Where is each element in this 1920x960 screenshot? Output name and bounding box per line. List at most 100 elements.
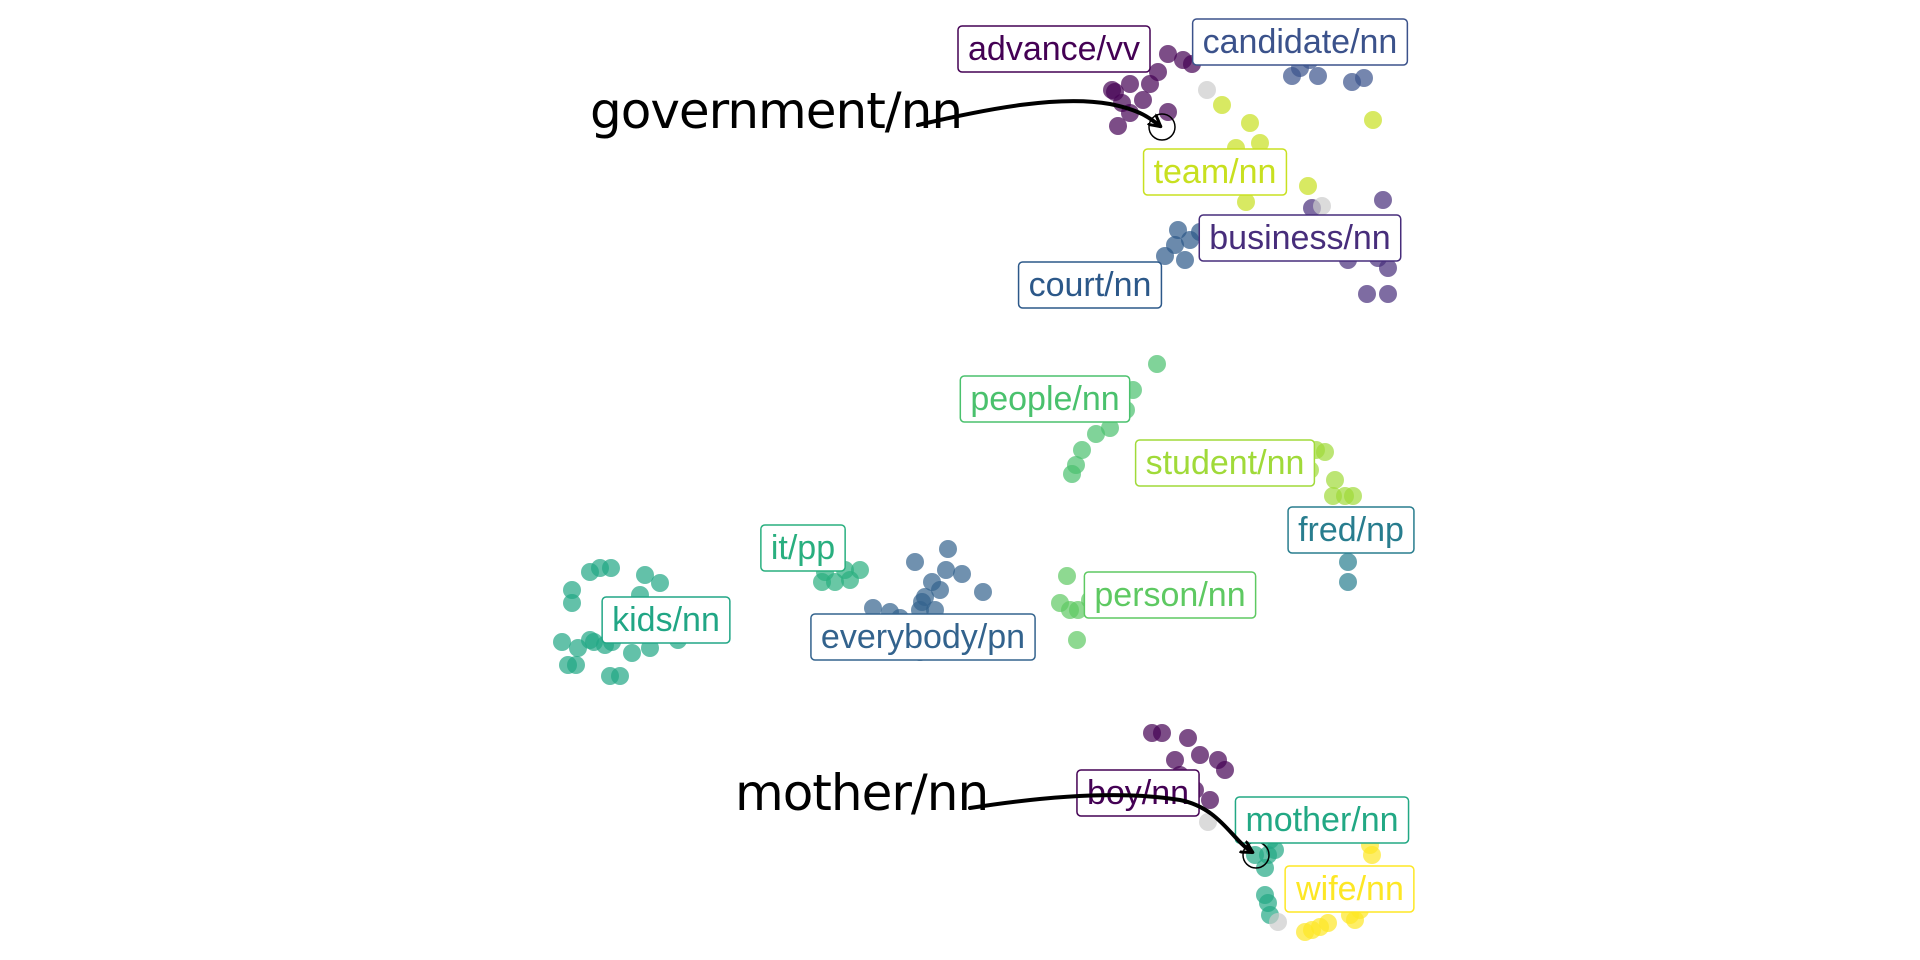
- label-text: person/nn: [1094, 576, 1245, 614]
- label-text: it/pp: [771, 529, 835, 567]
- annotations-layer: government/nn mother/nn: [590, 82, 1252, 852]
- data-point: [974, 583, 992, 601]
- annotation-government: government/nn: [590, 82, 962, 140]
- label-box: [1142, 148, 1288, 196]
- data-point: [953, 565, 971, 583]
- data-point: [1269, 913, 1287, 931]
- data-point: [1069, 601, 1087, 619]
- data-point: [931, 581, 949, 599]
- data-point: [1256, 859, 1274, 877]
- data-point: [1256, 886, 1274, 904]
- data-point: [611, 667, 629, 685]
- data-point: [1176, 251, 1194, 269]
- data-point: [1101, 419, 1119, 437]
- annotation-arrow-mother: [968, 793, 1252, 852]
- label-text: advance/vv: [968, 30, 1140, 68]
- label-everybody-pn: everybody/pn: [810, 613, 1036, 661]
- label-box: [959, 375, 1131, 423]
- label-text: mother/nn: [1245, 801, 1398, 839]
- data-point: [939, 540, 957, 558]
- labels-layer: advance/vv candidate/nn team/nn business/nn…: [601, 18, 1415, 913]
- label-box: [1287, 506, 1415, 554]
- data-point: [1087, 425, 1105, 443]
- data-point: [1179, 729, 1197, 747]
- data-point: [1121, 75, 1139, 93]
- label-people-nn: people/nn: [959, 375, 1131, 423]
- data-point: [1153, 724, 1171, 742]
- cluster-mother-nn: [1246, 831, 1284, 924]
- data-point: [1058, 567, 1076, 585]
- label-mother-nn: mother/nn: [1234, 796, 1410, 844]
- label-text: team/nn: [1154, 153, 1277, 191]
- data-point: [1169, 221, 1187, 239]
- label-it-pp: it/pp: [760, 524, 846, 572]
- data-point: [651, 574, 669, 592]
- data-point: [1073, 441, 1091, 459]
- label-text: kids/nn: [612, 601, 720, 639]
- data-point: [1241, 114, 1259, 132]
- data-point: [1344, 487, 1362, 505]
- label-box: [1017, 261, 1163, 309]
- label-boy-nn: boy/nn: [1076, 769, 1200, 817]
- data-point: [1191, 746, 1209, 764]
- label-box: [1076, 769, 1200, 817]
- data-point: [1309, 67, 1327, 85]
- data-point: [1166, 751, 1184, 769]
- label-text: candidate/nn: [1203, 23, 1398, 61]
- data-point: [1364, 111, 1382, 129]
- data-point: [1148, 355, 1166, 373]
- data-point: [1159, 45, 1177, 63]
- data-point: [581, 631, 599, 649]
- label-box: [1083, 571, 1257, 619]
- label-team-nn: team/nn: [1142, 148, 1288, 196]
- data-point: [864, 599, 882, 617]
- label-wife-nn: wife/nn: [1284, 865, 1415, 913]
- label-box: [760, 524, 846, 572]
- data-point: [1166, 236, 1184, 254]
- annotation-arrow-government: [916, 99, 1160, 126]
- label-student-nn: student/nn: [1134, 439, 1316, 487]
- data-point: [602, 559, 620, 577]
- label-box: [601, 596, 731, 644]
- label-box: [1284, 865, 1415, 913]
- data-point: [1199, 813, 1217, 831]
- data-point: [1311, 918, 1329, 936]
- data-point: [1063, 465, 1081, 483]
- label-text: court/nn: [1029, 266, 1152, 304]
- label-advance-vv: advance/vv: [957, 25, 1151, 73]
- label-box: [1134, 439, 1316, 487]
- label-business-nn: business/nn: [1198, 214, 1402, 262]
- label-text: boy/nn: [1087, 774, 1189, 812]
- data-point: [1379, 259, 1397, 277]
- data-point: [1134, 91, 1152, 109]
- cluster-advance-vv: [1103, 45, 1201, 135]
- data-point: [1237, 193, 1255, 211]
- label-box: [1191, 18, 1409, 66]
- data-point: [1149, 63, 1167, 81]
- data-point: [1299, 177, 1317, 195]
- label-box: [1234, 796, 1410, 844]
- data-point: [1159, 103, 1177, 121]
- data-point: [937, 561, 955, 579]
- label-text: everybody/pn: [821, 618, 1025, 656]
- label-box: [810, 613, 1036, 661]
- data-point: [553, 633, 571, 651]
- data-point: [1109, 117, 1127, 135]
- label-box: [957, 25, 1151, 73]
- data-point: [1363, 846, 1381, 864]
- data-point: [1296, 923, 1314, 941]
- data-point: [1374, 191, 1392, 209]
- data-point: [1068, 631, 1086, 649]
- data-point: [636, 566, 654, 584]
- data-point: [1339, 553, 1357, 571]
- label-kids-nn: kids/nn: [601, 596, 731, 644]
- data-point: [1379, 285, 1397, 303]
- data-point: [1316, 443, 1334, 461]
- data-point: [1103, 81, 1121, 99]
- data-point: [567, 656, 585, 674]
- data-point: [623, 644, 641, 662]
- data-point: [1216, 761, 1234, 779]
- data-point: [906, 553, 924, 571]
- label-person-nn: person/nn: [1083, 571, 1257, 619]
- label-court-nn: court/nn: [1017, 261, 1163, 309]
